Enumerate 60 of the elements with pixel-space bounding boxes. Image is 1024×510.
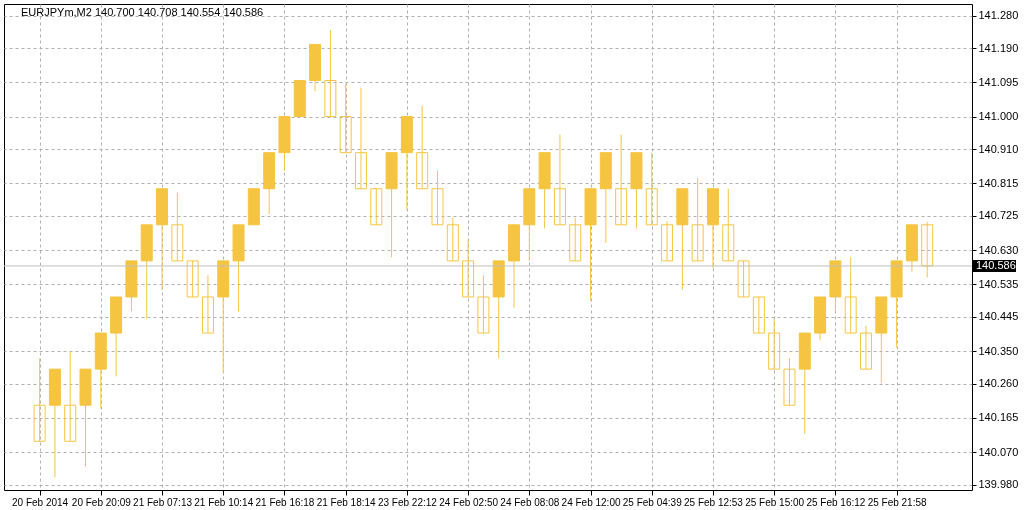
candlestick [844, 256, 857, 334]
y-tick-label: 140.165 [978, 411, 1019, 424]
x-tick-label: 25 Feb 12:53 [683, 496, 744, 508]
candlestick [64, 350, 77, 442]
candlestick [722, 188, 735, 262]
chart-title: EURJPYm,M2 140.700 140.708 140.554 140.586 [21, 6, 264, 18]
x-tick-label: 21 Feb 07:13 [133, 496, 193, 508]
candlestick [645, 152, 658, 226]
y-tick-label: 141.190 [978, 41, 1019, 54]
candlestick [354, 87, 367, 190]
candlestick [569, 217, 582, 262]
candlestick [752, 296, 765, 334]
x-tick-label: 24 Feb 08:08 [500, 496, 560, 508]
candlestick [691, 177, 704, 262]
x-tick-label: 25 Feb 21:58 [867, 496, 928, 508]
y-tick-label: 140.260 [978, 377, 1019, 390]
candlestick [737, 260, 750, 298]
y-tick-label: 140.725 [978, 209, 1019, 222]
x-tick-label: 25 Feb 16:12 [806, 496, 866, 508]
candlestick [416, 105, 429, 190]
candlestick [860, 325, 872, 370]
y-tick-label: 140.535 [978, 277, 1019, 290]
candlestick [324, 29, 337, 118]
y-tick-label: 141.000 [978, 110, 1019, 123]
y-tick-label: 140.445 [978, 310, 1019, 323]
candlestick [553, 134, 566, 226]
candlestick [477, 274, 490, 334]
x-tick-label: 20 Feb 20:09 [71, 496, 132, 508]
candlestick [921, 221, 934, 278]
x-tick-label: 24 Feb 12:00 [561, 496, 621, 508]
candlestick [431, 170, 444, 226]
candlestick [339, 83, 352, 154]
x-tick-label: 25 Feb 15:00 [745, 496, 805, 508]
candlestick [462, 238, 475, 298]
candlestick [33, 357, 46, 442]
candlestick [186, 260, 199, 298]
y-tick-label: 140.630 [978, 243, 1019, 256]
candlestick [201, 274, 214, 334]
y-tick-label: 140.910 [978, 142, 1019, 155]
x-tick-label: 21 Feb 16:18 [255, 496, 315, 508]
ref-line-label: 140.586 [976, 258, 1016, 271]
y-tick-label: 140.815 [978, 176, 1019, 189]
x-tick-label: 23 Feb 22:12 [377, 496, 438, 508]
candlestick [783, 357, 796, 406]
candlestick [768, 318, 781, 370]
candlestick [370, 188, 383, 226]
candlestick [615, 134, 628, 226]
x-tick-label: 24 Feb 02:50 [439, 496, 499, 508]
x-tick-label: 25 Feb 04:39 [622, 496, 683, 508]
y-tick-label: 141.095 [978, 75, 1019, 88]
y-tick-label: 139.980 [978, 478, 1019, 491]
candlestick [171, 191, 184, 262]
y-tick-label: 140.070 [978, 445, 1019, 458]
y-tick-label: 140.350 [978, 344, 1019, 357]
x-tick-label: 20 Feb 2014 [12, 496, 69, 508]
x-tick-label: 21 Feb 18:14 [316, 496, 377, 508]
x-tick-label: 21 Feb 10:14 [194, 496, 254, 508]
candlestick [446, 217, 459, 262]
y-tick-label: 141.280 [978, 9, 1019, 22]
candlestick [661, 220, 674, 262]
